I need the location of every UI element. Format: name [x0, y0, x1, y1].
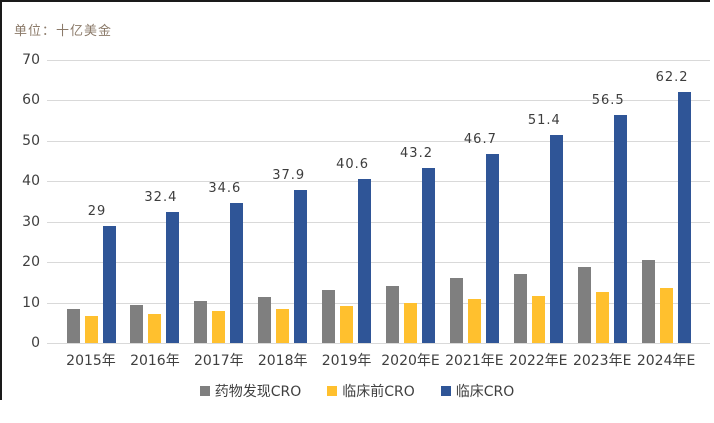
x-axis-tick-2021年E: 2021年E: [445, 353, 504, 369]
value-label-2023年E: 56.5: [591, 92, 625, 108]
bar-series3-2016年: [166, 212, 180, 343]
bar-series2-2015年: [84, 315, 98, 343]
x-axis-tick-2020年E: 2020年E: [381, 353, 440, 369]
x-axis-tick-2015年: 2015年: [66, 353, 116, 369]
bar-series3-2022年E: [549, 135, 563, 343]
bar-series1-2020年E: [386, 285, 399, 343]
x-axis-tick-2024年E: 2024年E: [636, 353, 696, 369]
bar-series1-2017年: [194, 301, 208, 343]
y-axis-tick-10: 10: [22, 294, 40, 311]
value-label-2024年E: 62.2: [655, 69, 689, 85]
bar-series2-2020年E: [404, 303, 417, 343]
bar-series2-2017年: [212, 311, 226, 343]
legend-item-series3: 临床CRO: [440, 381, 515, 401]
bar-series3-2019年: [358, 178, 372, 343]
y-axis-tick-20: 20: [22, 254, 40, 271]
legend-item-series2: 临床前CRO: [327, 381, 415, 401]
bar-series2-2021年E: [467, 299, 481, 343]
bar-series2-2019年: [340, 306, 354, 343]
bar-series3-2018年: [294, 189, 308, 343]
bar-series1-2018年: [258, 296, 272, 343]
value-label-2021年E: 46.7: [463, 132, 497, 148]
gridline-y20: [47, 262, 710, 264]
bar-series2-2023年E: [595, 292, 609, 343]
value-label-2020年E: 43.2: [400, 146, 433, 162]
bar-series1-2016年: [130, 304, 144, 343]
bar-series1-2023年E: [577, 266, 591, 343]
bar-series1-2019年: [322, 290, 336, 343]
gridline-y50: [47, 140, 710, 142]
frame-top-border: [0, 0, 710, 2]
x-axis-tick-2022年E: 2022年E: [509, 353, 568, 369]
bar-series1-2021年E: [449, 278, 463, 343]
y-axis-tick-60: 60: [22, 92, 40, 109]
legend: 药物发现CRO 临床前CRO 临床CRO: [0, 381, 714, 401]
x-axis-tick-2023年E: 2023年E: [572, 353, 632, 369]
x-axis-tick-2017年: 2017年: [193, 353, 244, 369]
gridline-y10: [47, 302, 710, 304]
gridline-y0: [47, 343, 710, 344]
gridline-y40: [47, 181, 710, 183]
value-label-2017年: 34.6: [208, 181, 242, 197]
value-label-2019年: 40.6: [336, 156, 370, 172]
legend-label: 临床CRO: [455, 384, 515, 400]
x-axis-tick-2018年: 2018年: [257, 353, 308, 369]
legend-swatch-icon: [440, 386, 451, 396]
legend-item-series1: 药物发现CRO: [199, 381, 302, 401]
bar-series1-2022年E: [513, 273, 527, 343]
x-axis-tick-2016年: 2016年: [130, 353, 180, 369]
unit-label: 单位：十亿美金: [14, 24, 113, 39]
legend-label: 临床前CRO: [342, 384, 415, 400]
bar-series2-2018年: [276, 308, 290, 343]
value-label-2022年E: 51.4: [527, 113, 561, 129]
value-label-2018年: 37.9: [272, 167, 306, 183]
legend-label: 药物发现CRO: [214, 384, 302, 400]
value-label-2016年: 32.4: [144, 190, 178, 205]
legend-swatch-icon: [327, 386, 338, 396]
bar-series1-2015年: [66, 308, 80, 343]
legend-swatch-icon: [199, 386, 210, 396]
bar-series3-2021年E: [485, 154, 499, 343]
y-axis-tick-30: 30: [22, 213, 40, 230]
y-axis-tick-50: 50: [22, 132, 40, 149]
frame-left-border: [0, 0, 2, 400]
y-axis-tick-0: 0: [31, 335, 40, 351]
bar-series2-2016年: [148, 313, 162, 343]
bar-series2-2024年E: [659, 288, 673, 343]
bar-series3-2023年E: [613, 114, 627, 343]
x-axis-tick-2019年: 2019年: [321, 353, 372, 369]
value-label-2015年: 29: [87, 203, 107, 219]
bar-series1-2024年E: [641, 260, 655, 343]
bar-series3-2015年: [102, 225, 116, 343]
gridline-y70: [47, 60, 710, 61]
bar-series3-2020年E: [422, 168, 435, 343]
bar-series3-2017年: [230, 203, 244, 343]
bar-series3-2024年E: [677, 91, 691, 343]
gridline-y30: [47, 221, 710, 223]
gridline-y60: [47, 100, 710, 102]
bar-series2-2022年E: [531, 295, 545, 343]
y-axis-tick-70: 70: [22, 52, 40, 68]
y-axis-tick-40: 40: [22, 173, 40, 190]
